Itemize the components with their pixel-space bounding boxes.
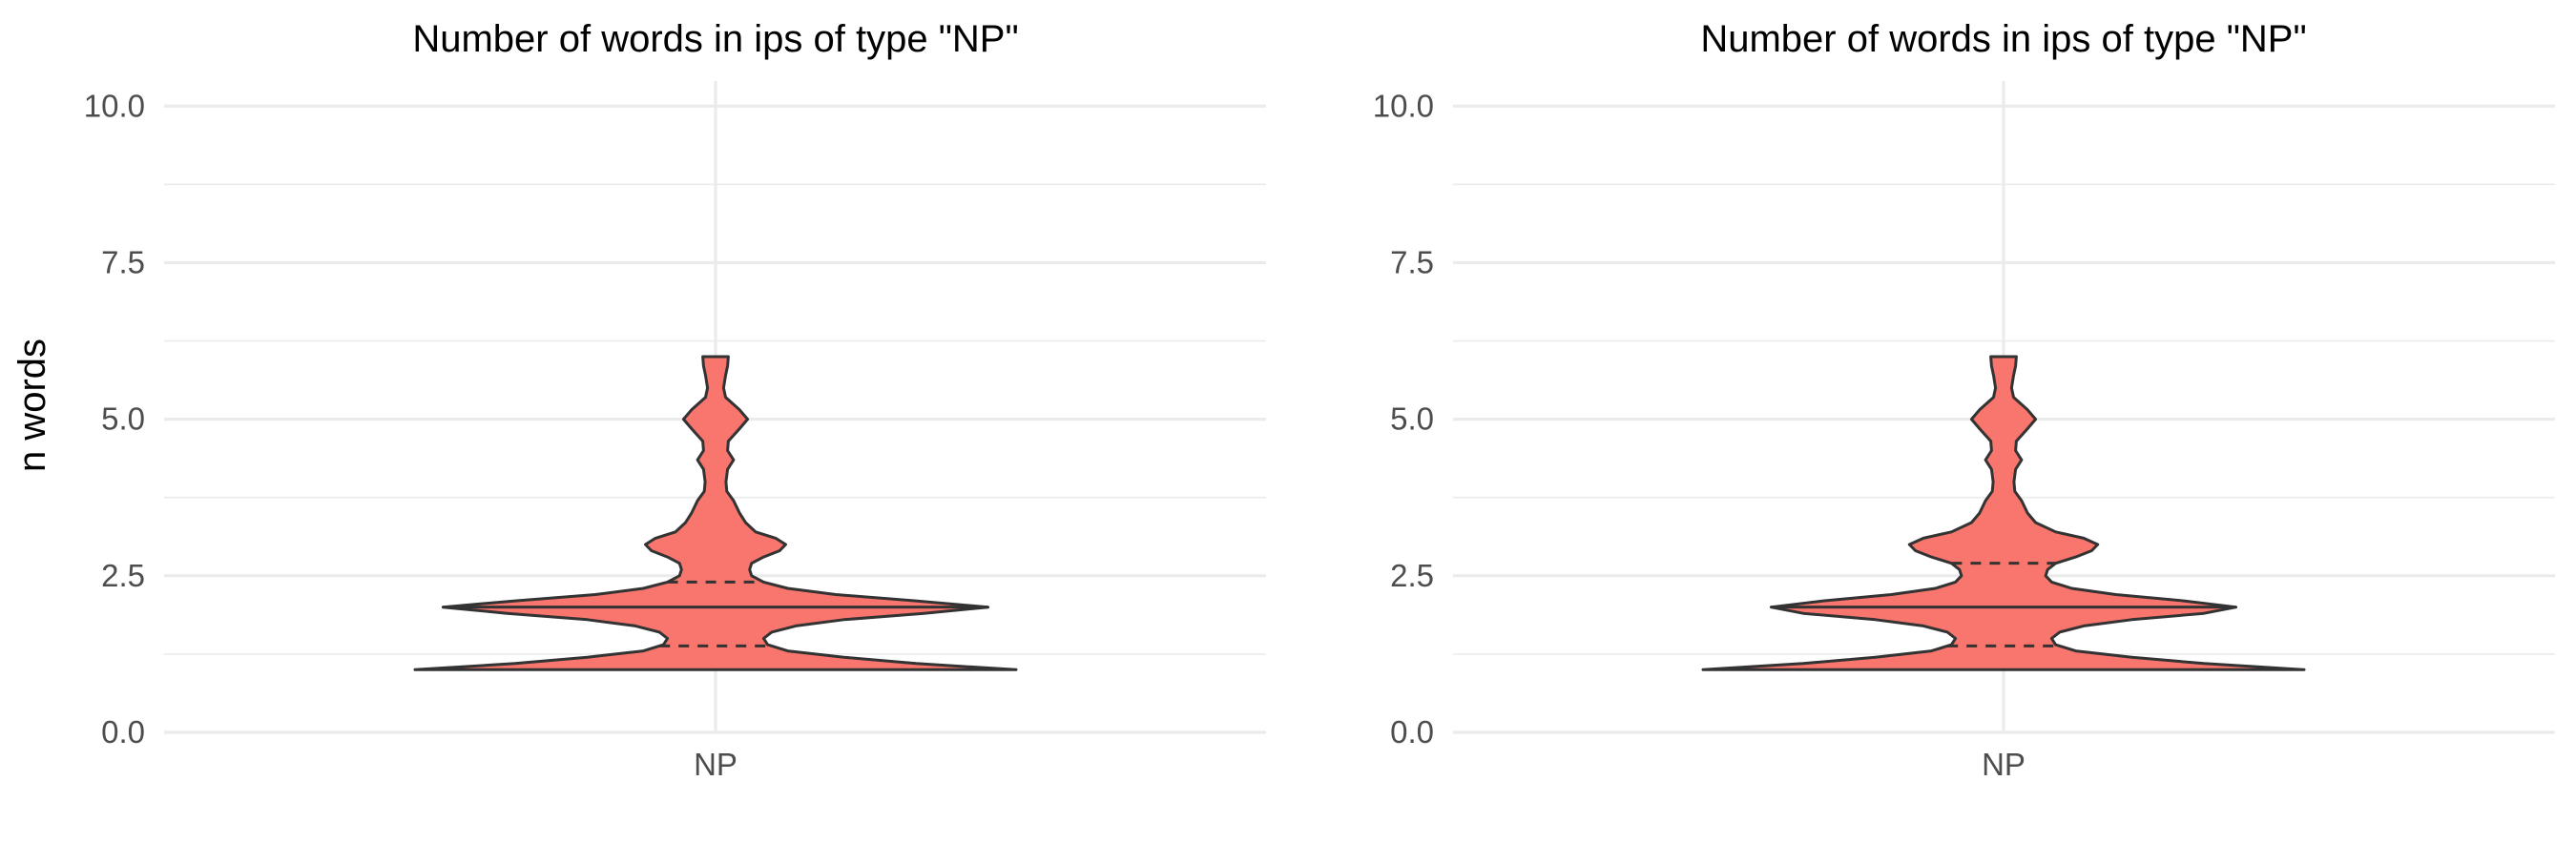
y-tick-label: 0.0	[101, 714, 145, 750]
y-tick-label: 5.0	[101, 401, 145, 437]
violin-shape	[1701, 355, 2306, 671]
y-axis-label: n words	[11, 339, 53, 472]
y-tick-label: 10.0	[84, 88, 145, 123]
x-tick-label: NP	[1982, 747, 2025, 782]
violin-shape	[413, 355, 1018, 671]
y-tick-label: 7.5	[101, 244, 145, 279]
chart-title: Number of words in ips of type "NP"	[1700, 18, 2306, 60]
y-tick-label: 7.5	[1390, 244, 1434, 279]
x-tick-label: NP	[694, 747, 737, 782]
y-tick-label: 10.0	[1373, 88, 1434, 123]
y-tick-label: 5.0	[1390, 401, 1434, 437]
y-tick-label: 2.5	[1390, 558, 1434, 593]
y-tick-label: 0.0	[1390, 714, 1434, 750]
chart-title: Number of words in ips of type "NP"	[412, 18, 1018, 60]
y-tick-label: 2.5	[101, 558, 145, 593]
